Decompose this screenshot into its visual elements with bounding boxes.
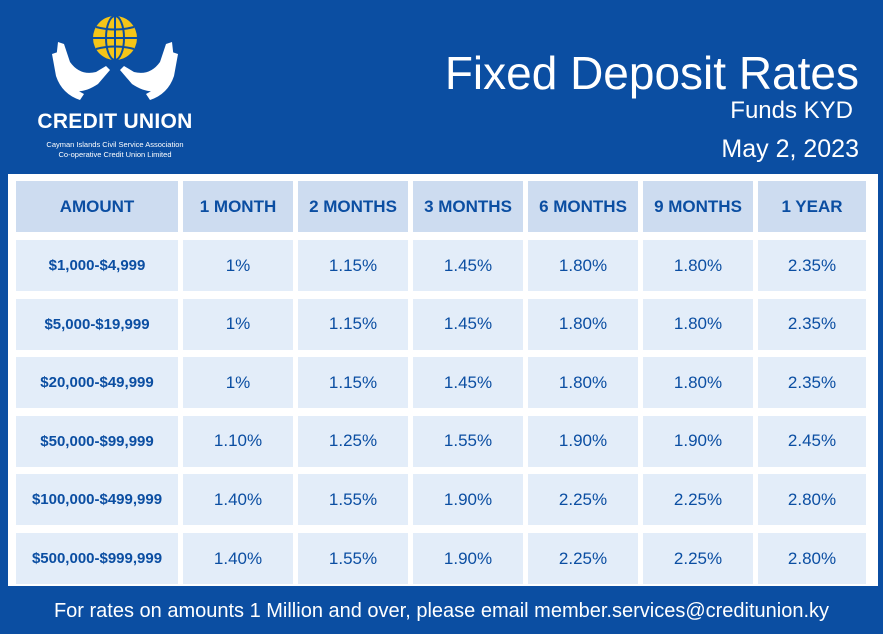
column-header-2-months: 2 MONTHS <box>298 181 408 232</box>
currency-subtitle: Funds KYD <box>730 97 853 124</box>
rate-cell: 1.90% <box>528 415 638 467</box>
rate-cell: 1.55% <box>298 533 408 584</box>
rate-cell: 1.80% <box>643 240 753 291</box>
rate-cell: 2.25% <box>528 533 638 584</box>
rate-cell: 1.15% <box>298 298 408 350</box>
amount-cell: $20,000-$49,999 <box>16 357 178 409</box>
column-header-6-months: 6 MONTHS <box>528 181 638 232</box>
rate-cell: 1.80% <box>528 298 638 350</box>
column-header-1-month: 1 MONTH <box>183 181 293 232</box>
column-header-amount: AMOUNT <box>16 181 178 232</box>
rate-cell: 2.45% <box>758 415 866 467</box>
credit-union-logo: CREDIT UNION Cayman Islands Civil Servic… <box>20 14 210 164</box>
rate-cell: 2.80% <box>758 533 866 584</box>
rate-cell: 1% <box>183 298 293 350</box>
rate-table: AMOUNT 1 MONTH 2 MONTHS 3 MONTHS 6 MONTHS 9 M… <box>8 174 878 586</box>
rate-cell: 1.80% <box>643 298 753 350</box>
rate-cell: 1.90% <box>413 474 523 526</box>
header: CREDIT UNION Cayman Islands Civil Servic… <box>0 0 883 174</box>
amount-cell: $50,000-$99,999 <box>16 415 178 467</box>
globe-hands-icon <box>52 15 178 100</box>
rate-cell: 1.45% <box>413 357 523 409</box>
rate-cell: 1.10% <box>183 415 293 467</box>
column-header-3-months: 3 MONTHS <box>413 181 523 232</box>
rate-cell: 1.55% <box>298 474 408 526</box>
rate-cell: 1.90% <box>413 533 523 584</box>
brand-name: CREDIT UNION <box>37 110 193 133</box>
rate-cell: 2.80% <box>758 474 866 526</box>
amount-cell: $1,000-$4,999 <box>16 240 178 291</box>
amount-cell: $5,000-$19,999 <box>16 298 178 350</box>
rate-cell: 1% <box>183 357 293 409</box>
rate-cell: 1% <box>183 240 293 291</box>
rate-cell: 1.45% <box>413 240 523 291</box>
column-header-1-year: 1 YEAR <box>758 181 866 232</box>
rate-cell: 1.40% <box>183 533 293 584</box>
rate-cell: 1.45% <box>413 298 523 350</box>
rate-cell: 1.15% <box>298 357 408 409</box>
rate-cell: 1.90% <box>643 415 753 467</box>
rate-cell: 2.25% <box>643 474 753 526</box>
footer-note: For rates on amounts 1 Million and over,… <box>53 599 830 622</box>
column-header-9-months: 9 MONTHS <box>643 181 753 232</box>
rate-cell: 1.40% <box>183 474 293 526</box>
rate-cell: 1.25% <box>298 415 408 467</box>
rate-cell: 1.80% <box>643 357 753 409</box>
effective-date: May 2, 2023 <box>721 135 859 163</box>
amount-cell: $100,000-$499,999 <box>16 474 178 526</box>
rate-cell: 2.35% <box>758 298 866 350</box>
rate-cell: 1.15% <box>298 240 408 291</box>
org-name-line1: Cayman Islands Civil Service Association <box>46 140 184 149</box>
rate-cell: 2.35% <box>758 240 866 291</box>
page-title: Fixed Deposit Rates <box>444 47 859 99</box>
amount-cell: $500,000-$999,999 <box>16 533 178 584</box>
rate-cell: 2.25% <box>643 533 753 584</box>
rate-cell: 1.55% <box>413 415 523 467</box>
rate-cell: 1.80% <box>528 357 638 409</box>
rate-cell: 1.80% <box>528 240 638 291</box>
rate-cell: 2.35% <box>758 357 866 409</box>
org-name-line2: Co-operative Credit Union Limited <box>58 150 172 159</box>
rate-cell: 2.25% <box>528 474 638 526</box>
